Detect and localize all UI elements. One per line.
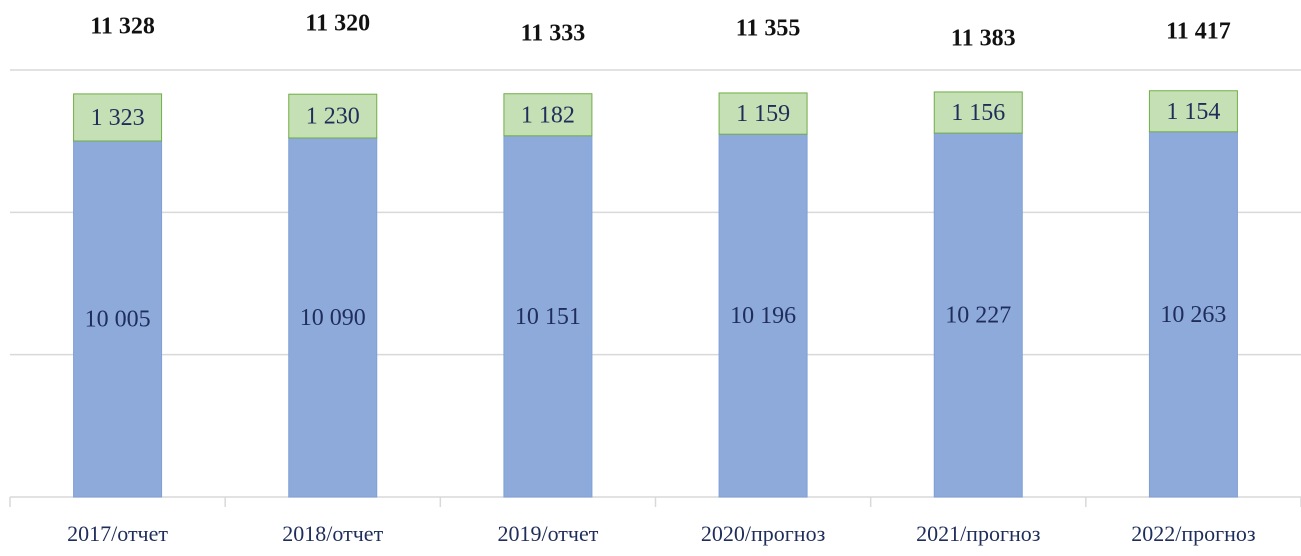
bar-segment: [73, 93, 163, 142]
value-label: 10 005: [85, 306, 151, 332]
total-label: 11 383: [951, 26, 1016, 52]
x-tick-label: 2018/отчет: [282, 521, 383, 546]
value-label: 1 159: [736, 101, 790, 127]
total-label: 11 417: [1166, 19, 1231, 45]
total-label: 11 355: [736, 16, 801, 42]
bar-segment: [718, 92, 808, 135]
x-tick-label: 2017/отчет: [67, 521, 168, 546]
value-label: 10 090: [300, 305, 366, 331]
bar-segment: [718, 133, 808, 498]
value-label: 10 227: [945, 303, 1011, 329]
bar-segment: [933, 91, 1023, 134]
x-tick-label: 2019/отчет: [497, 521, 598, 546]
value-label: 1 323: [91, 105, 145, 131]
bar-segment: [933, 132, 1023, 498]
x-tick-label: 2022/прогноз: [1131, 521, 1255, 546]
bar-segment: [1148, 131, 1238, 498]
value-label: 1 182: [521, 102, 575, 128]
value-label: 10 196: [730, 303, 796, 329]
bar-segment: [503, 93, 593, 137]
value-label: 1 154: [1166, 99, 1220, 125]
total-label: 11 333: [521, 21, 586, 47]
x-tick-label: 2021/прогноз: [916, 521, 1040, 546]
bar-segment: [288, 137, 378, 498]
bar-segment: [288, 93, 378, 139]
value-label: 10 151: [515, 304, 581, 330]
value-label: 1 230: [306, 104, 360, 130]
bar-segment: [1148, 90, 1238, 133]
total-label: 11 320: [305, 11, 370, 37]
value-label: 1 156: [951, 100, 1005, 126]
x-tick-label: 2020/прогноз: [701, 521, 825, 546]
total-label: 11 328: [90, 14, 155, 40]
bar-segment: [503, 135, 593, 498]
value-label: 10 263: [1160, 302, 1226, 328]
